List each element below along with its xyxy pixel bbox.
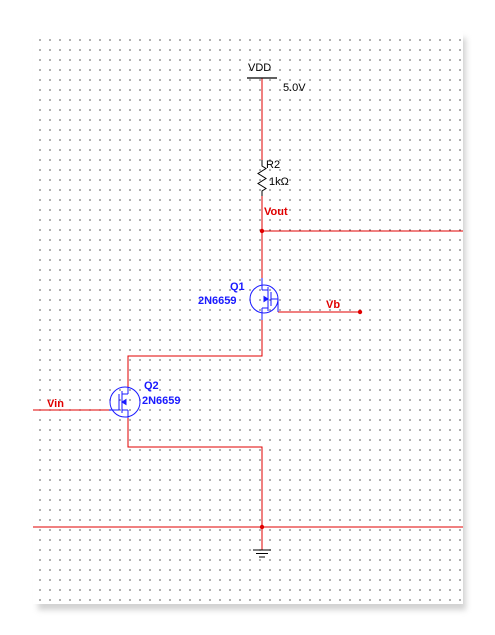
net-vin-label: Vin: [47, 398, 64, 410]
vdd-label: VDD: [248, 62, 271, 74]
wire-q2-source-ground: [127, 418, 263, 550]
resistor-r2: [257, 160, 267, 196]
ground-symbol: [253, 549, 271, 558]
junction-vb: [357, 309, 363, 315]
net-vb-label: Vb: [326, 299, 340, 311]
q2-part-label: 2N6659: [142, 395, 181, 407]
junction-ground: [259, 524, 265, 530]
resistor-ref-label: R2: [266, 159, 280, 171]
q2-ref-label: Q2: [144, 380, 159, 392]
mosfet-q1: [249, 278, 279, 320]
q1-ref-label: Q1: [230, 281, 245, 293]
q1-part-label: 2N6659: [198, 295, 237, 307]
resistor-value-label: 1kΩ: [269, 176, 289, 188]
mosfet-q2: [109, 386, 141, 418]
vdd-voltage-label: 5.0V: [283, 82, 306, 94]
net-vout-label: Vout: [264, 206, 288, 218]
junction-vout: [259, 228, 265, 234]
schematic-sheet: [33, 32, 463, 604]
wire-q1-source-q2-drain: [127, 320, 263, 387]
